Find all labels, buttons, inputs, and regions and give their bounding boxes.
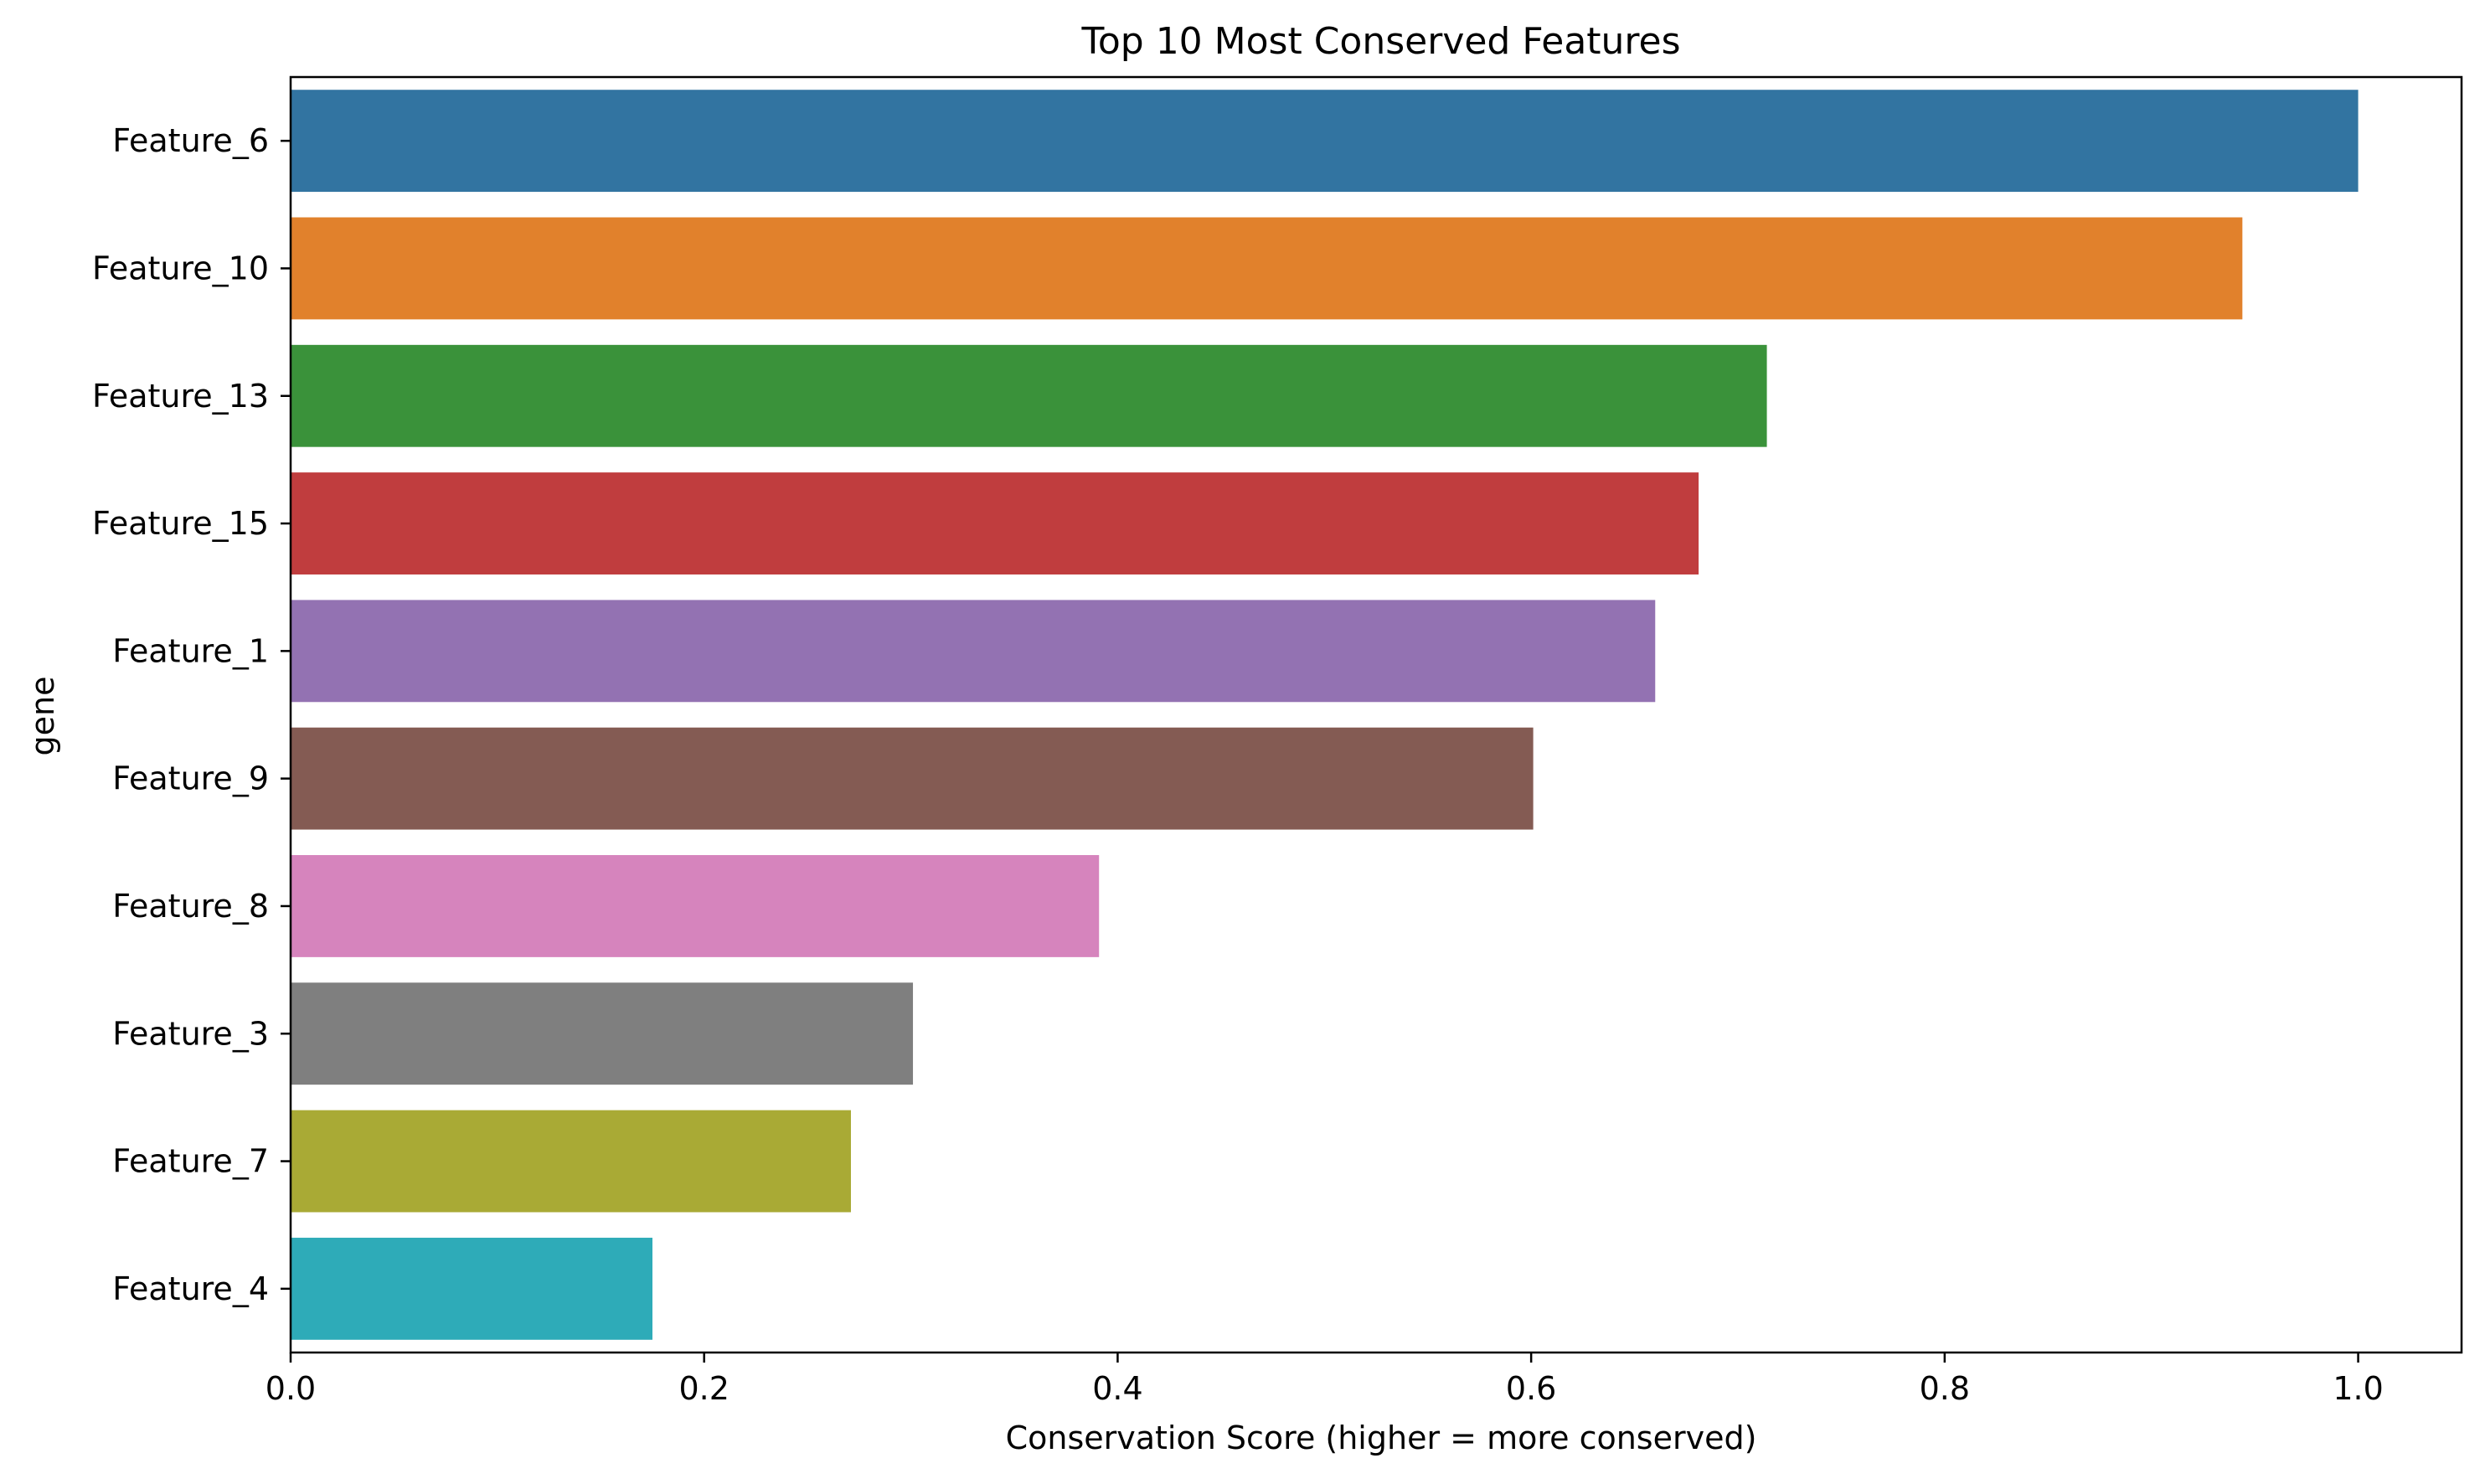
x-tick-label: 0.8 [1920, 1370, 1970, 1407]
x-tick-label: 0.0 [266, 1370, 316, 1407]
x-axis-label: Conservation Score (higher = more conser… [1006, 1420, 1757, 1456]
y-axis-label: gene [24, 677, 61, 756]
y-tick-label: Feature_15 [92, 505, 269, 542]
bar-feature-10 [291, 217, 2243, 320]
bar-feature-1 [291, 600, 1656, 703]
y-tick-label: Feature_13 [92, 378, 269, 415]
bar-feature-7 [291, 1110, 851, 1213]
bar-feature-15 [291, 472, 1699, 575]
x-tick-label: 0.4 [1092, 1370, 1142, 1407]
bar-feature-9 [291, 727, 1534, 830]
x-axis-ticks: 0.0 0.2 0.4 0.6 0.8 1.0 [266, 1353, 2384, 1407]
bar-feature-8 [291, 855, 1100, 957]
y-axis-ticks: Feature_6 Feature_10 Feature_13 Feature_15 F… [92, 122, 291, 1307]
bar-feature-3 [291, 982, 914, 1085]
y-tick-label: Feature_6 [112, 122, 269, 159]
bars-group [291, 90, 2359, 1340]
x-tick-label: 0.6 [1506, 1370, 1556, 1407]
y-tick-label: Feature_7 [112, 1143, 269, 1180]
y-tick-label: Feature_10 [92, 250, 269, 286]
plot-frame [289, 75, 2463, 1354]
y-tick-label: Feature_1 [112, 632, 269, 669]
bar-feature-13 [291, 344, 1767, 447]
y-tick-label: Feature_9 [112, 760, 269, 797]
y-tick-label: Feature_8 [112, 888, 269, 925]
y-tick-label: Feature_3 [112, 1015, 269, 1052]
chart-title: Top 10 Most Conserved Features [1080, 20, 1680, 63]
x-tick-label: 1.0 [2333, 1370, 2383, 1407]
y-tick-label: Feature_4 [112, 1270, 269, 1307]
bar-feature-6 [291, 90, 2359, 193]
x-tick-label: 0.2 [678, 1370, 729, 1407]
bar-feature-4 [291, 1237, 652, 1340]
